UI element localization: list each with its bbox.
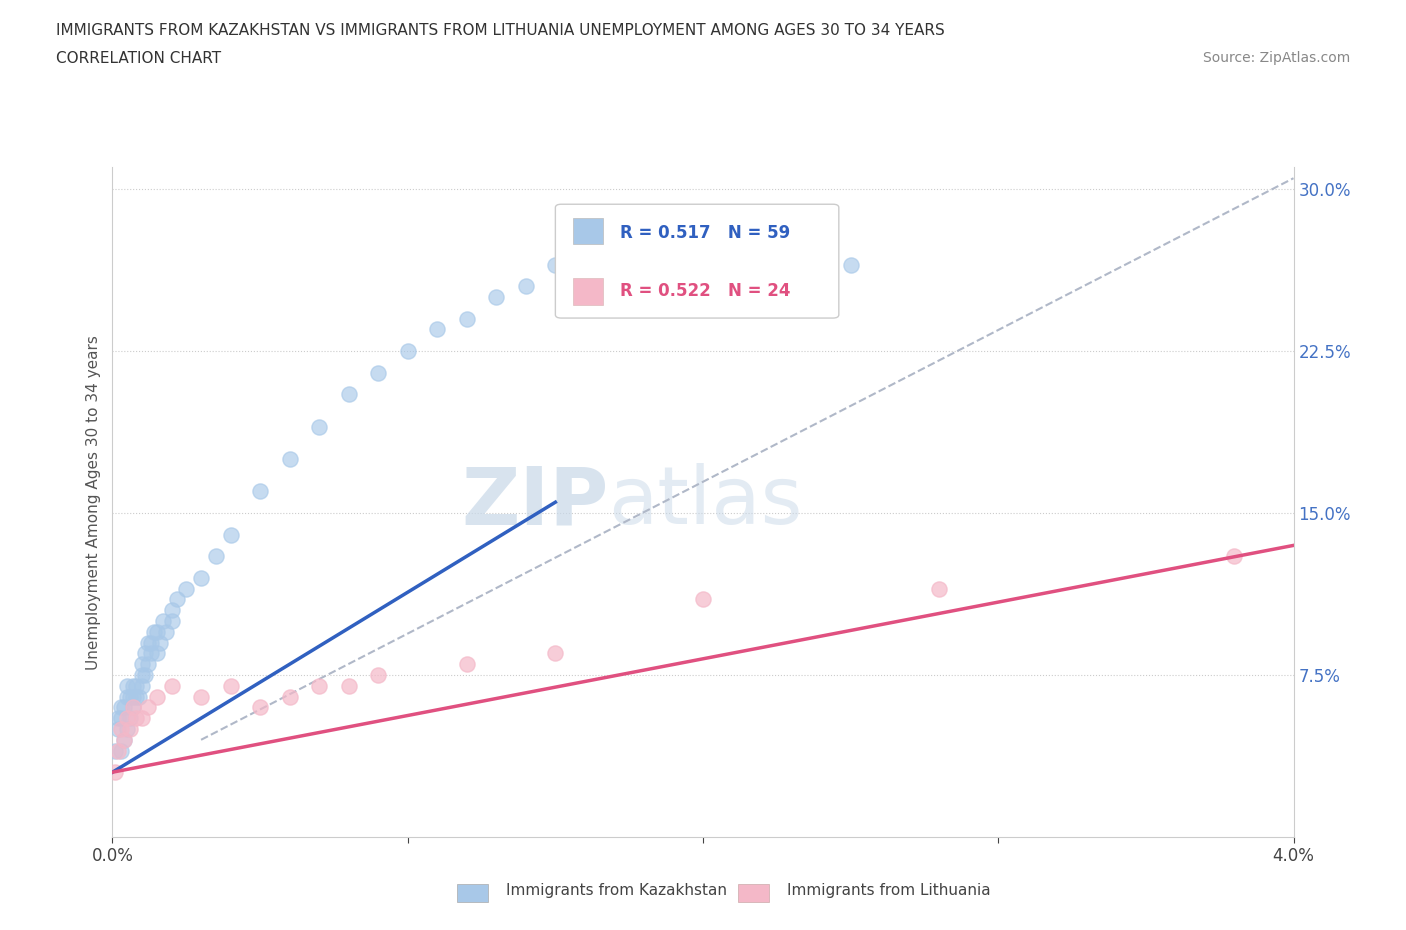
Point [308, 419, 330, 434]
Point [112, 700, 135, 715]
Point [134, 668, 156, 683]
Point [160, 614, 183, 629]
Text: Immigrants from Kazakhstan: Immigrants from Kazakhstan [506, 884, 727, 898]
Point [117, 678, 138, 693]
Point [515, 279, 537, 294]
Point [692, 268, 714, 283]
Point [110, 700, 132, 715]
Point [485, 289, 508, 304]
Point [117, 711, 138, 725]
Point [122, 700, 145, 715]
Point [205, 549, 228, 564]
Point [155, 624, 177, 639]
Point [928, 581, 950, 596]
Point [128, 689, 150, 704]
Point [249, 700, 271, 715]
Point [139, 635, 162, 650]
Point [110, 743, 132, 758]
Point [112, 732, 135, 747]
Point [112, 732, 135, 747]
Point [692, 592, 714, 607]
Text: Immigrants from Lithuania: Immigrants from Lithuania [787, 884, 991, 898]
Point [278, 452, 301, 467]
Point [219, 678, 242, 693]
Point [662, 258, 685, 272]
Point [1223, 549, 1246, 564]
Point [104, 764, 127, 779]
Point [190, 689, 212, 704]
Point [544, 258, 567, 272]
Point [544, 646, 567, 661]
FancyBboxPatch shape [574, 218, 603, 245]
Point [104, 743, 127, 758]
FancyBboxPatch shape [555, 205, 839, 318]
Point [278, 689, 301, 704]
Point [107, 711, 129, 725]
Point [125, 678, 148, 693]
Point [120, 711, 142, 725]
Point [131, 668, 153, 683]
Point [125, 711, 148, 725]
Point [190, 570, 212, 585]
Point [396, 343, 419, 358]
Point [174, 581, 197, 596]
Point [146, 624, 169, 639]
Text: CORRELATION CHART: CORRELATION CHART [56, 51, 221, 66]
Y-axis label: Unemployment Among Ages 30 to 34 years: Unemployment Among Ages 30 to 34 years [86, 335, 101, 670]
Point [160, 603, 183, 618]
Text: Source: ZipAtlas.com: Source: ZipAtlas.com [1202, 51, 1350, 65]
Text: ZIP: ZIP [461, 463, 609, 541]
Point [136, 657, 159, 671]
Text: R = 0.522   N = 24: R = 0.522 N = 24 [620, 283, 790, 300]
Point [456, 312, 478, 326]
Point [125, 689, 148, 704]
Point [122, 700, 145, 715]
FancyBboxPatch shape [574, 278, 603, 305]
Point [117, 689, 138, 704]
Text: atlas: atlas [609, 463, 803, 541]
Point [219, 527, 242, 542]
Point [149, 635, 172, 650]
Point [110, 711, 132, 725]
Point [120, 689, 142, 704]
Point [152, 614, 174, 629]
Point [131, 657, 153, 671]
Point [308, 678, 330, 693]
Text: IMMIGRANTS FROM KAZAKHSTAN VS IMMIGRANTS FROM LITHUANIA UNEMPLOYMENT AMONG AGES : IMMIGRANTS FROM KAZAKHSTAN VS IMMIGRANTS… [56, 23, 945, 38]
Point [146, 689, 169, 704]
Point [839, 258, 862, 272]
Point [107, 722, 129, 737]
Point [426, 322, 449, 337]
Point [603, 235, 626, 250]
Point [122, 689, 145, 704]
Point [134, 646, 156, 661]
Point [131, 678, 153, 693]
Text: R = 0.517   N = 59: R = 0.517 N = 59 [620, 224, 790, 242]
Point [633, 246, 655, 261]
Point [367, 668, 389, 683]
Point [131, 711, 153, 725]
Point [160, 678, 183, 693]
Point [107, 743, 129, 758]
Point [367, 365, 389, 380]
Point [166, 592, 188, 607]
Point [456, 657, 478, 671]
Point [136, 635, 159, 650]
Point [120, 722, 142, 737]
Point [122, 678, 145, 693]
Point [146, 646, 169, 661]
Point [142, 624, 165, 639]
Point [136, 700, 159, 715]
Point [249, 484, 271, 498]
Point [751, 246, 773, 261]
Point [337, 387, 360, 402]
Point [110, 722, 132, 737]
Point [139, 646, 162, 661]
Point [117, 722, 138, 737]
Point [574, 246, 596, 261]
Point [337, 678, 360, 693]
